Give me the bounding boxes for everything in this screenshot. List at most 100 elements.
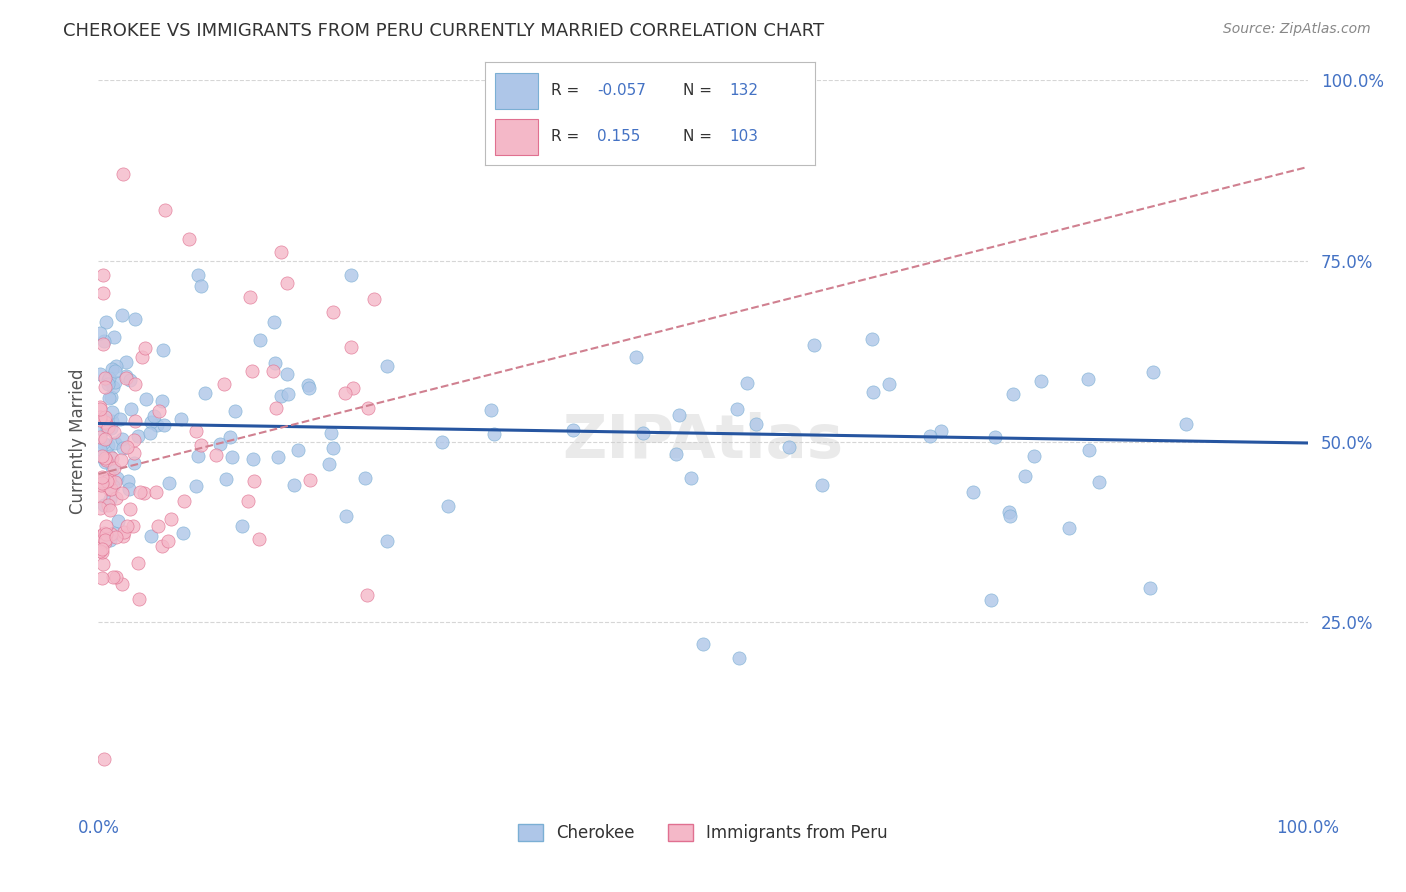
Point [90, 541, 112, 556]
Point [624, 350, 647, 364]
Point [94, 413, 117, 427]
Point [862, 384, 884, 399]
Point [94, 417, 117, 431]
Point [745, 417, 768, 431]
Point [277, 387, 299, 401]
Point [135, 392, 157, 406]
Point [103, 425, 125, 439]
Point [112, 442, 135, 456]
Point [89, 413, 111, 427]
Text: ZIPAtlas: ZIPAtlas [562, 412, 844, 471]
Point [1001, 387, 1024, 401]
Point [94, 455, 117, 469]
Point [89, 400, 111, 414]
Point [94, 533, 117, 547]
Point [129, 485, 152, 500]
Point [107, 514, 129, 528]
Point [148, 518, 170, 533]
Text: 132: 132 [730, 83, 759, 97]
Point [1077, 372, 1099, 386]
Point [91, 436, 114, 450]
Point [194, 386, 217, 401]
Point [322, 304, 344, 318]
Point [212, 377, 235, 392]
Point [89, 326, 111, 341]
Point [436, 499, 458, 513]
Point [97, 438, 120, 452]
Point [120, 502, 142, 516]
Point [110, 412, 132, 426]
Point [93, 451, 115, 466]
Point [124, 414, 146, 428]
Point [239, 290, 262, 304]
Point [186, 479, 208, 493]
Point [100, 420, 122, 434]
Point [115, 440, 138, 454]
Point [318, 457, 340, 471]
Point [208, 436, 231, 450]
Point [929, 424, 952, 438]
Point [96, 474, 118, 488]
Point [91, 475, 114, 490]
Point [276, 276, 298, 290]
Point [150, 394, 173, 409]
Point [128, 592, 150, 607]
Point [811, 478, 834, 492]
Point [242, 451, 264, 466]
Point [93, 432, 115, 446]
Point [668, 409, 690, 423]
Point [93, 334, 115, 349]
Point [93, 423, 115, 437]
Point [482, 426, 505, 441]
Point [90, 475, 112, 489]
Point [98, 450, 121, 464]
Point [103, 375, 125, 389]
Point [94, 371, 117, 385]
Point [172, 526, 194, 541]
Point [93, 498, 115, 512]
Point [117, 475, 139, 489]
Point [103, 330, 125, 344]
Point [122, 433, 145, 447]
Point [97, 473, 120, 487]
Point [91, 285, 114, 300]
Point [117, 483, 139, 497]
Point [1139, 581, 1161, 595]
Point [153, 203, 176, 218]
Point [179, 232, 201, 246]
Point [267, 450, 290, 464]
Point [270, 244, 292, 259]
Point [89, 402, 111, 417]
Point [725, 401, 748, 416]
Point [132, 486, 155, 500]
Point [264, 401, 287, 415]
Point [100, 390, 122, 404]
Point [111, 308, 134, 322]
Point [184, 425, 207, 439]
Point [94, 453, 117, 467]
Point [103, 460, 125, 475]
Point [97, 376, 120, 391]
Point [90, 478, 112, 492]
Point [1175, 417, 1198, 432]
Point [562, 423, 585, 437]
Point [90, 449, 112, 463]
Point [665, 446, 688, 460]
Point [94, 534, 117, 549]
Point [299, 473, 322, 487]
Point [187, 449, 209, 463]
Point [157, 475, 180, 490]
Point [1014, 469, 1036, 483]
Point [97, 373, 120, 387]
Point [262, 364, 284, 378]
Point [342, 381, 364, 395]
Point [97, 371, 120, 385]
Point [100, 460, 122, 475]
Point [152, 418, 174, 433]
Point [319, 425, 342, 440]
Point [190, 438, 212, 452]
Point [152, 343, 174, 358]
Point [633, 425, 655, 440]
Point [980, 593, 1002, 607]
Text: N =: N = [683, 128, 717, 144]
